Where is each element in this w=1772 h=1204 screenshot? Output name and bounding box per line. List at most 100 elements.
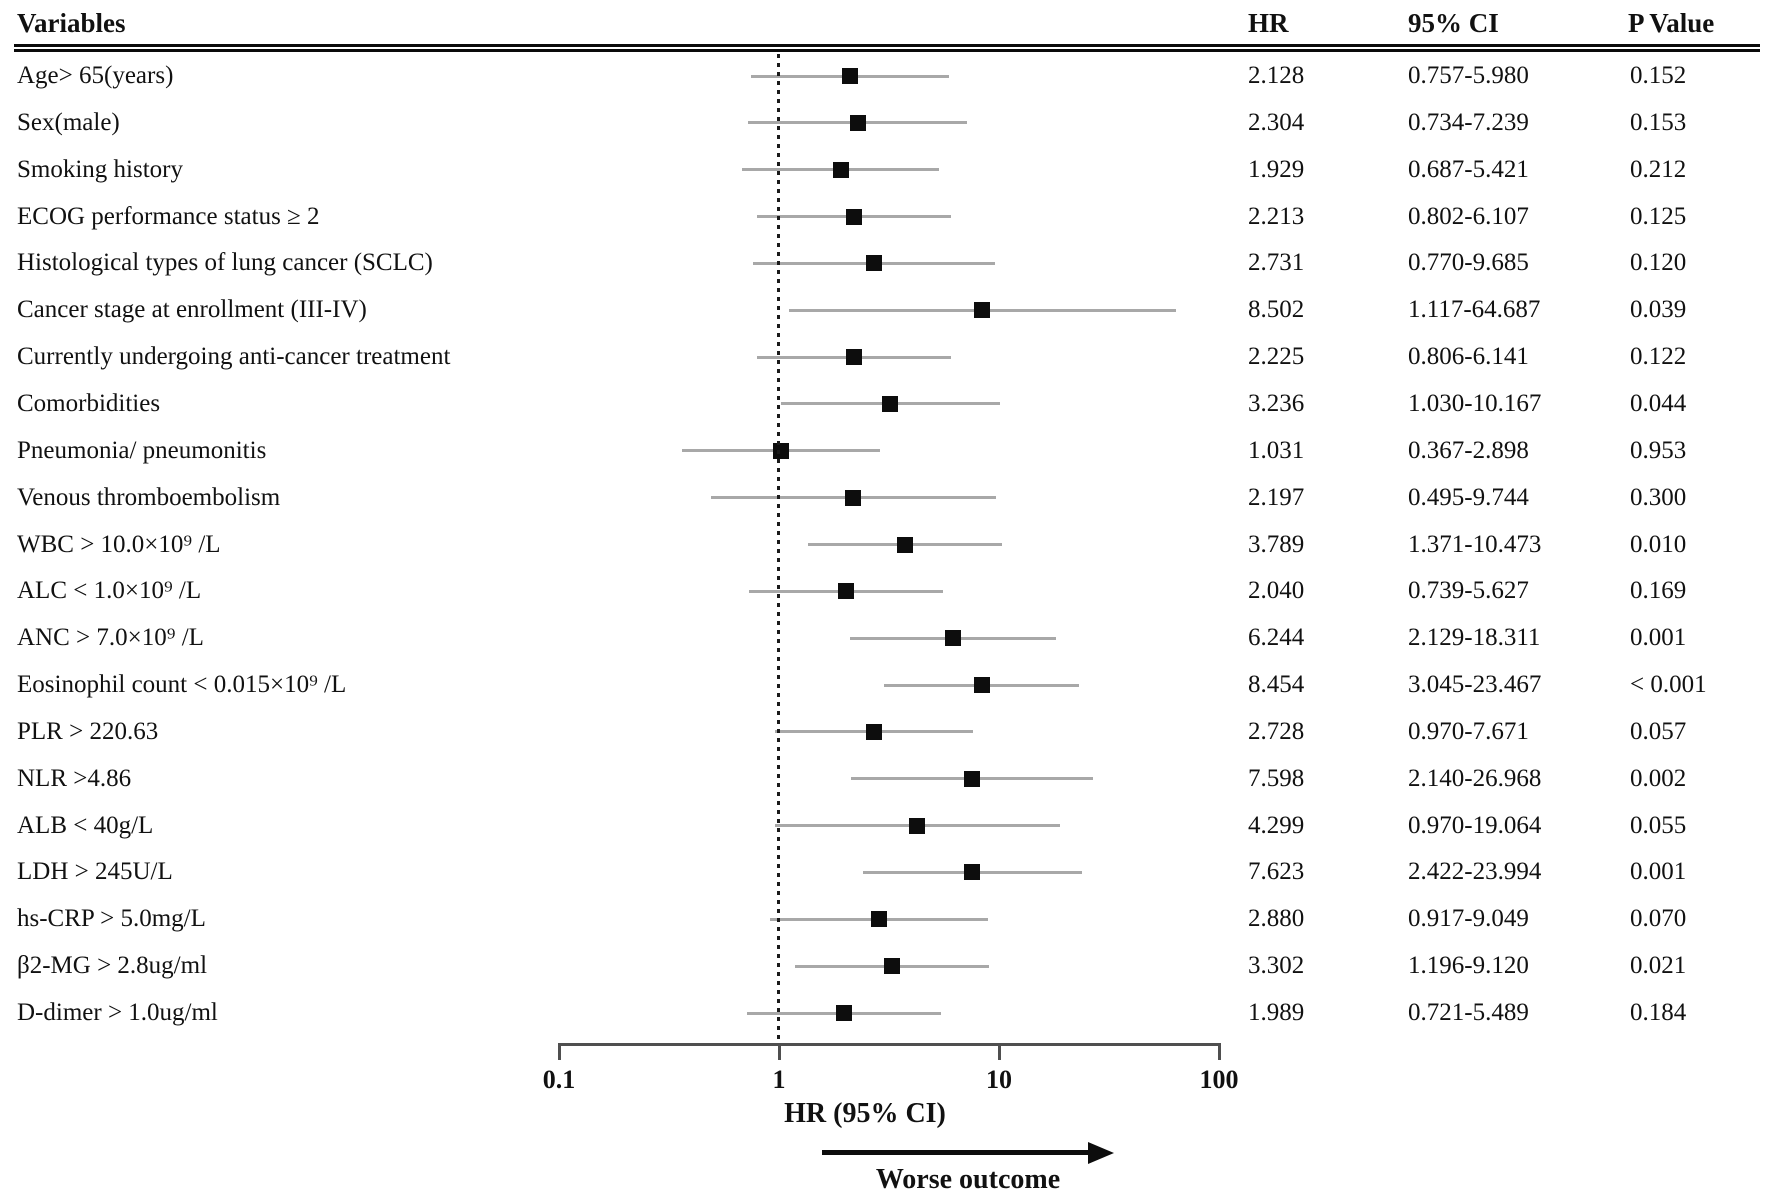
hr-marker	[849, 114, 866, 131]
x-axis-label: HR (95% CI)	[784, 1098, 946, 1129]
p-value: 0.169	[1630, 577, 1687, 605]
hr-marker	[845, 208, 862, 225]
x-axis-tick-label: 0.1	[542, 1065, 576, 1094]
row-label: Histological types of lung cancer (SCLC)	[17, 249, 433, 277]
header-rule	[14, 44, 1760, 52]
x-axis-tick-label: 10	[986, 1065, 1012, 1094]
hr-marker	[974, 302, 991, 319]
x-axis-tick-label: 1	[772, 1065, 786, 1094]
ci-value: 0.721-5.489	[1408, 999, 1529, 1026]
hr-value: 2.225	[1248, 343, 1305, 371]
row-label: Comorbidities	[17, 389, 161, 417]
p-value: 0.039	[1630, 296, 1687, 324]
hr-marker	[838, 583, 855, 600]
p-value: 0.152	[1630, 62, 1687, 89]
row-label: PLR > 220.63	[17, 717, 159, 745]
ci-value: 3.045-23.467	[1408, 671, 1542, 699]
hr-marker	[963, 770, 980, 787]
row-label: Cancer stage at enrollment (III-IV)	[17, 296, 367, 324]
ci-value: 2.422-23.994	[1408, 858, 1542, 886]
hr-value: 3.302	[1248, 952, 1305, 980]
hr-value: 2.040	[1248, 577, 1305, 605]
hr-marker	[871, 911, 888, 928]
ci-value: 1.196-9.120	[1408, 952, 1529, 980]
column-header-ci: 95% CI	[1408, 8, 1499, 38]
hr-marker	[945, 630, 961, 647]
hr-marker	[882, 395, 899, 412]
row-label: ALC < 1.0×10⁹ /L	[17, 577, 202, 605]
x-axis-tick	[1218, 1043, 1221, 1060]
p-value: 0.010	[1630, 530, 1687, 558]
ci-value: 0.770-9.685	[1408, 249, 1529, 277]
hr-value: 3.789	[1248, 530, 1305, 558]
row-label: β2-MG > 2.8ug/ml	[17, 952, 208, 980]
hr-marker	[846, 349, 863, 366]
row-label: Currently undergoing anti-cancer treatme…	[17, 343, 451, 371]
row-label: ALB < 40g/L	[17, 811, 154, 839]
ci-value: 2.140-26.968	[1408, 764, 1542, 792]
hr-value: 2.728	[1248, 717, 1305, 745]
p-value: 0.953	[1630, 436, 1687, 464]
p-value: 0.120	[1630, 249, 1687, 277]
row-label: Age> 65(years)	[17, 62, 174, 89]
ci-value: 0.917-9.049	[1408, 905, 1529, 933]
x-axis-tick-label: 100	[1199, 1065, 1239, 1094]
p-value: 0.044	[1630, 389, 1687, 417]
x-axis-line	[558, 1043, 1221, 1046]
ci-value: 1.117-64.687	[1408, 296, 1541, 324]
reference-line	[776, 54, 780, 1043]
row-label: LDH > 245U/L	[17, 858, 173, 886]
x-axis-tick	[998, 1043, 1001, 1060]
p-value: 0.184	[1630, 999, 1687, 1026]
hr-marker	[884, 958, 901, 975]
worse-outcome-label: Worse outcome	[875, 1164, 1061, 1195]
hr-value: 1.031	[1248, 436, 1305, 464]
hr-value: 8.454	[1248, 671, 1305, 699]
hr-value: 2.197	[1248, 483, 1305, 511]
hr-marker	[865, 255, 882, 272]
ci-value: 0.806-6.141	[1408, 343, 1529, 371]
column-header-variables: Variables	[17, 8, 126, 38]
p-value: 0.125	[1630, 202, 1687, 230]
column-header-p: P Value	[1628, 8, 1715, 38]
hr-marker	[973, 677, 990, 694]
hr-value: 1.929	[1248, 155, 1305, 183]
ci-value: 0.495-9.744	[1408, 483, 1529, 511]
ci-value: 0.970-7.671	[1408, 717, 1529, 745]
hr-marker	[845, 489, 862, 506]
p-value: 0.070	[1630, 905, 1687, 933]
p-value: 0.001	[1630, 624, 1687, 652]
hr-marker	[835, 1005, 852, 1021]
ci-value: 0.970-19.064	[1408, 811, 1542, 839]
hr-value: 8.502	[1248, 296, 1305, 324]
ci-value: 0.802-6.107	[1408, 202, 1529, 230]
x-axis-tick	[778, 1043, 781, 1060]
ci-value: 1.030-10.167	[1408, 389, 1542, 417]
row-label: NLR >4.86	[17, 764, 132, 792]
ci-value: 1.371-10.473	[1408, 530, 1542, 558]
hr-value: 2.880	[1248, 905, 1305, 933]
row-label: Smoking history	[17, 155, 183, 183]
hr-marker	[964, 864, 981, 881]
p-value: 0.055	[1630, 811, 1687, 839]
row-label: ANC > 7.0×10⁹ /L	[17, 624, 204, 652]
row-label: WBC > 10.0×10⁹ /L	[17, 530, 221, 558]
ci-value: 0.734-7.239	[1408, 108, 1529, 136]
row-label: ECOG performance status ≥ 2	[17, 202, 320, 230]
hr-value: 2.304	[1248, 108, 1305, 136]
row-label: hs-CRP > 5.0mg/L	[17, 905, 206, 933]
hr-marker	[909, 817, 926, 834]
hr-value: 2.128	[1248, 62, 1305, 89]
ci-value: 0.687-5.421	[1408, 155, 1529, 183]
ci-value: 2.129-18.311	[1408, 624, 1541, 652]
hr-value: 2.213	[1248, 202, 1305, 230]
hr-marker	[897, 536, 914, 553]
ci-value: 0.367-2.898	[1408, 436, 1529, 464]
hr-value: 3.236	[1248, 389, 1305, 417]
hr-value: 7.623	[1248, 858, 1305, 886]
column-header-hr: HR	[1248, 8, 1289, 38]
hr-value: 7.598	[1248, 764, 1305, 792]
p-value: 0.057	[1630, 717, 1687, 745]
row-label: Pneumonia/ pneumonitis	[17, 436, 267, 464]
